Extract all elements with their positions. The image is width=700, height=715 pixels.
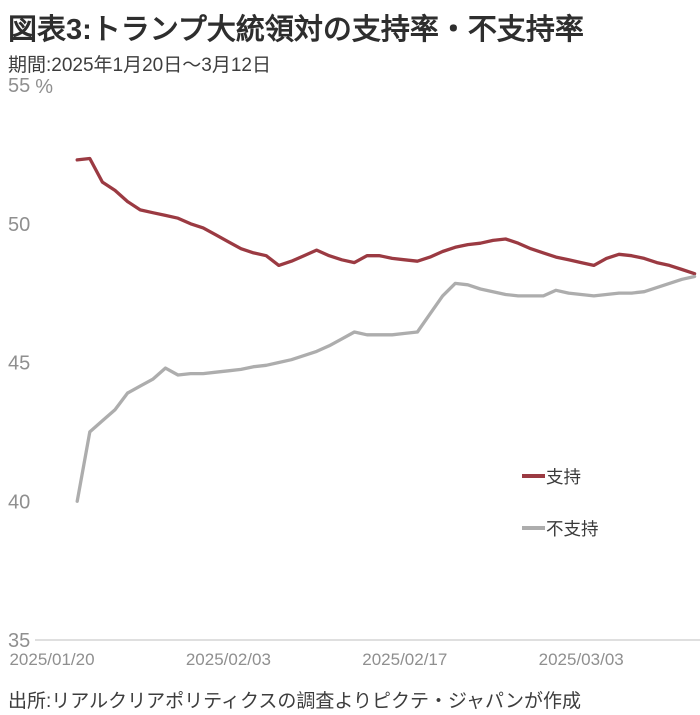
source-note: 出所:リアルクリアポリティクスの調査よりピクテ・ジャパンが作成: [8, 691, 582, 712]
disapprove-line-swatch: [522, 526, 545, 530]
x-axis-tick-label: 2025/02/17: [362, 650, 447, 669]
y-axis-tick-label: 50: [8, 214, 30, 236]
chart-legend: 支持 不支持: [522, 465, 599, 539]
legend-label-approve: 支持: [546, 466, 581, 487]
y-axis-tick-label: 45: [8, 353, 30, 375]
y-axis-tick-label: 55%: [8, 75, 53, 98]
disapprove-line: [75, 274, 697, 503]
period-subtitle: 期間:2025年1月20日〜3月12日: [8, 55, 271, 76]
approve-line: [75, 156, 697, 276]
y-axis-tick-label: 35: [8, 630, 30, 652]
legend-label-disapprove: 不支持: [546, 518, 599, 539]
legend-item-approve: 支持: [522, 465, 599, 487]
legend-item-disapprove: 不支持: [522, 517, 599, 539]
page-title: 図表3:トランプ大統領対の支持率・不支持率: [8, 14, 584, 46]
x-axis-tick-label: 2025/03/03: [539, 650, 624, 669]
x-axis-tick-label: 2025/01/20: [9, 650, 94, 669]
x-axis-tick-label: 2025/02/03: [186, 650, 271, 669]
approve-line-swatch: [522, 474, 545, 478]
y-axis-tick-label: 40: [8, 491, 30, 513]
